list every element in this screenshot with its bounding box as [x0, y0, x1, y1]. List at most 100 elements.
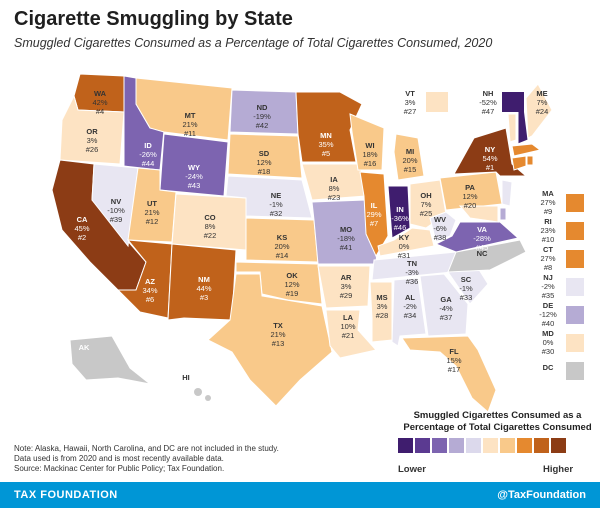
inset-rank-DE: #40 [542, 319, 555, 328]
state-WI[interactable] [349, 113, 385, 171]
inset-abbr-DC: DC [543, 363, 554, 372]
state-AL[interactable] [391, 277, 427, 347]
state-WY[interactable] [159, 133, 229, 197]
state-abbr-OK: OK [286, 271, 298, 280]
state-pct-KY: 0% [399, 242, 410, 251]
state-abbr-PA: PA [465, 183, 475, 192]
state-pct-WY: -24% [185, 172, 203, 181]
state-rank-NM: #3 [200, 293, 208, 302]
inset-rank-MA: #9 [544, 207, 552, 216]
state-pct-AL: -2% [403, 302, 417, 311]
state-FL[interactable] [401, 335, 497, 413]
state-NJ[interactable] [501, 179, 513, 207]
state-MI[interactable] [393, 133, 425, 181]
state-SD[interactable] [227, 133, 303, 179]
state-NY[interactable] [453, 127, 528, 177]
state-OR[interactable] [59, 94, 125, 165]
state-AK[interactable] [69, 335, 151, 385]
state-CT[interactable] [511, 155, 527, 171]
state-pct-AR: 3% [341, 282, 352, 291]
state-GA[interactable] [419, 273, 469, 337]
inset-CT[interactable] [566, 250, 584, 268]
state-VT[interactable] [507, 113, 517, 143]
state-AR[interactable] [317, 265, 371, 309]
inset-VT[interactable] [426, 92, 448, 112]
state-rank-VA: #45 [476, 243, 489, 252]
state-NV[interactable] [91, 163, 139, 248]
state-rank-IA: #23 [328, 193, 341, 202]
inset-NJ[interactable] [566, 278, 584, 296]
state-rank-WY: #43 [188, 181, 201, 190]
inset-MA[interactable] [566, 194, 584, 212]
state-pct-WA: 42% [92, 98, 107, 107]
state-HI-island [205, 395, 211, 401]
state-pct-TX: 21% [270, 330, 285, 339]
state-MN[interactable] [295, 91, 363, 163]
state-rank-MO: #41 [340, 243, 353, 252]
state-IN[interactable] [387, 185, 411, 239]
inset-pct-MA: 27% [540, 198, 555, 207]
inset-pct-NH: -52% [479, 98, 497, 107]
state-MD[interactable] [458, 205, 499, 223]
state-RI[interactable] [526, 155, 534, 166]
inset-rank-MD: #30 [542, 347, 555, 356]
state-MS[interactable] [369, 281, 393, 343]
note-line-1: Note: Alaska, Hawaii, North Carolina, an… [14, 444, 279, 453]
state-pct-ME: 7% [537, 98, 548, 107]
inset-DE[interactable] [566, 306, 584, 324]
state-MA[interactable] [511, 143, 542, 157]
inset-pct-VT: 3% [405, 98, 416, 107]
state-abbr-AZ: AZ [145, 277, 155, 286]
state-pct-NY: 54% [482, 154, 497, 163]
inset-MD[interactable] [566, 334, 584, 352]
state-pct-SD: 12% [256, 158, 271, 167]
inset-abbr-DE: DE [543, 301, 553, 310]
state-pct-PA: 12% [462, 192, 477, 201]
state-abbr-NM: NM [198, 275, 210, 284]
state-pct-OR: 3% [87, 136, 98, 145]
state-abbr-KS: KS [277, 233, 287, 242]
state-rank-SD: #18 [258, 167, 271, 176]
state-rank-FL: #17 [448, 365, 461, 374]
state-ME[interactable] [525, 83, 553, 139]
inset-DC[interactable] [566, 362, 584, 380]
state-VA[interactable] [434, 221, 520, 253]
state-MT[interactable] [135, 77, 233, 141]
state-abbr-OH: OH [420, 191, 431, 200]
footer-bar: TAX FOUNDATION @TaxFoundation [0, 482, 600, 508]
inset-abbr-VT: VT [405, 89, 415, 98]
state-DE[interactable] [499, 207, 507, 221]
footer-handle[interactable]: @TaxFoundation [497, 489, 586, 501]
state-TX[interactable] [207, 273, 333, 407]
state-rank-PA: #20 [464, 201, 477, 210]
state-pct-LA: 10% [340, 322, 355, 331]
state-rank-OK: #19 [286, 289, 299, 298]
state-rank-IN: #46 [394, 223, 407, 232]
state-rank-NY: #1 [486, 163, 494, 172]
state-rank-GA: #37 [440, 313, 453, 322]
inset-pct-DE: -12% [539, 310, 557, 319]
inset-RI[interactable] [566, 222, 584, 240]
state-NM[interactable] [167, 243, 237, 321]
state-pct-MI: 20% [402, 156, 417, 165]
notes: Note: Alaska, Hawaii, North Carolina, an… [14, 444, 279, 474]
footer-brand[interactable]: TAX FOUNDATION [14, 489, 118, 501]
inset-abbr-CT: CT [543, 245, 553, 254]
inset-abbr-NJ: NJ [543, 273, 553, 282]
state-WV[interactable] [429, 211, 457, 243]
state-NE[interactable] [225, 175, 313, 219]
state-KY[interactable] [377, 227, 435, 257]
legend-swatch-7 [517, 438, 532, 453]
state-abbr-WI: WI [365, 141, 374, 150]
state-LA[interactable] [325, 309, 377, 359]
state-HI[interactable] [194, 388, 202, 396]
state-NC[interactable] [447, 239, 527, 273]
state-abbr-IA: IA [330, 175, 338, 184]
state-labels: WA42%#4OR3%#26CA45%#2NV-10%#39ID-26%#44M… [74, 89, 557, 382]
state-pct-GA: -4% [439, 304, 453, 313]
inset-NH[interactable] [502, 92, 524, 112]
state-rank-OR: #26 [86, 145, 99, 154]
inset-pct-MD: 0% [543, 338, 554, 347]
state-IL[interactable] [359, 171, 389, 258]
state-rank-UT: #12 [146, 217, 159, 226]
